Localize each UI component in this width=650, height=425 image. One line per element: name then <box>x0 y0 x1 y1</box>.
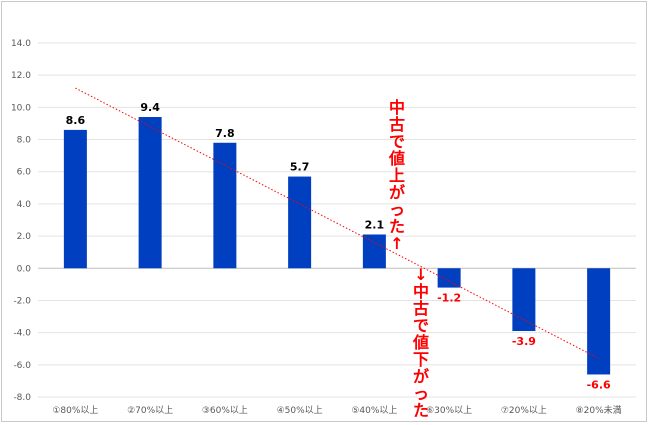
y-tick-label: 6.0 <box>17 168 32 178</box>
data-labels: 8.6 9.4 7.8 5.7 2.1 -1.2 -3.9 -6.6 <box>66 101 611 391</box>
category-label: ⑤40%以上 <box>351 405 397 416</box>
annotation-down-char: 古 <box>413 299 429 318</box>
annotation-up-char: 古 <box>389 115 405 134</box>
annotation-down-char: で <box>413 316 429 335</box>
annotation-up-char: 値 <box>388 149 405 168</box>
y-tick-label: -2.0 <box>13 296 31 306</box>
y-tick-label: -6.0 <box>13 361 31 371</box>
bars <box>63 117 611 375</box>
annotation-down-char: っ <box>413 384 429 403</box>
category-label: ④50%以上 <box>277 405 323 416</box>
annotation-up-char: が <box>389 183 405 202</box>
y-tick-label: -8.0 <box>13 393 31 403</box>
data-label: -3.9 <box>512 335 536 348</box>
bar <box>288 176 312 269</box>
y-tick-label: -4.0 <box>13 329 31 339</box>
data-label: 8.6 <box>66 114 86 127</box>
data-label: 9.4 <box>140 101 160 114</box>
annotation-up-char: で <box>389 132 405 151</box>
bar <box>362 234 386 269</box>
gridlines <box>38 42 636 398</box>
bar <box>512 268 536 332</box>
y-tick-label: 10.0 <box>11 103 31 113</box>
y-tick-label: 0.0 <box>17 264 32 274</box>
y-axis-ticks: 14.0 12.0 10.0 8.0 6.0 4.0 2.0 0.0 -2.0 -4.0 -6.0 -… <box>11 39 31 403</box>
bar <box>63 129 87 269</box>
y-tick-label: 12.0 <box>11 71 31 81</box>
bar <box>138 117 162 269</box>
annotation-up-char: た <box>389 217 405 236</box>
annotation-up-char: っ <box>389 200 405 219</box>
category-label: ⑦20%以上 <box>501 405 547 416</box>
category-label: ③60%以上 <box>202 405 248 416</box>
annotation-down-char: ↓ <box>414 265 427 284</box>
bar <box>213 142 237 269</box>
category-label: ②70%以上 <box>127 405 173 416</box>
data-label: 2.1 <box>365 218 385 231</box>
trendline <box>75 87 599 359</box>
annotation-down-char: た <box>413 401 429 420</box>
annotation-down-char: 中 <box>413 282 429 301</box>
annotation-up-char: 中 <box>389 98 405 117</box>
y-tick-label: 2.0 <box>17 232 32 242</box>
category-labels: ①80%以上 ②70%以上 ③60%以上 ④50%以上 ⑤40%以上 ⑥30%以上 ⑦20%… <box>52 404 621 416</box>
category-label: ①80%以上 <box>52 405 98 416</box>
data-label: -1.2 <box>437 292 461 305</box>
annotation-down-char: が <box>413 367 429 386</box>
y-tick-label: 4.0 <box>17 200 32 210</box>
data-label: -6.6 <box>587 378 611 391</box>
category-label: ⑧20%未満 <box>576 404 622 416</box>
data-label: 5.7 <box>290 161 310 174</box>
y-tick-label: 14.0 <box>11 39 31 49</box>
category-label: ⑥30%以上 <box>426 405 472 416</box>
data-label: 7.8 <box>215 127 235 140</box>
bar <box>437 268 461 288</box>
annotation-up-char: 上 <box>389 166 405 185</box>
y-tick-label: 8.0 <box>17 136 32 146</box>
annotation-down-char: 値 <box>412 333 429 352</box>
bar <box>587 268 611 375</box>
annotation-down-char: 下 <box>413 350 429 369</box>
annotation-up-char: ↑ <box>390 234 403 253</box>
